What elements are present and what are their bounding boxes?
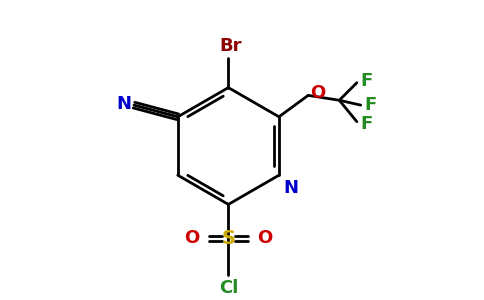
Text: N: N (284, 179, 299, 197)
Text: O: O (184, 230, 199, 247)
Text: F: F (361, 72, 373, 90)
Text: Br: Br (219, 37, 242, 55)
Text: O: O (310, 84, 325, 102)
Text: S: S (221, 229, 235, 248)
Text: F: F (364, 96, 377, 114)
Text: F: F (361, 115, 373, 133)
Text: Cl: Cl (219, 279, 238, 297)
Text: O: O (257, 230, 273, 247)
Text: N: N (116, 95, 131, 113)
